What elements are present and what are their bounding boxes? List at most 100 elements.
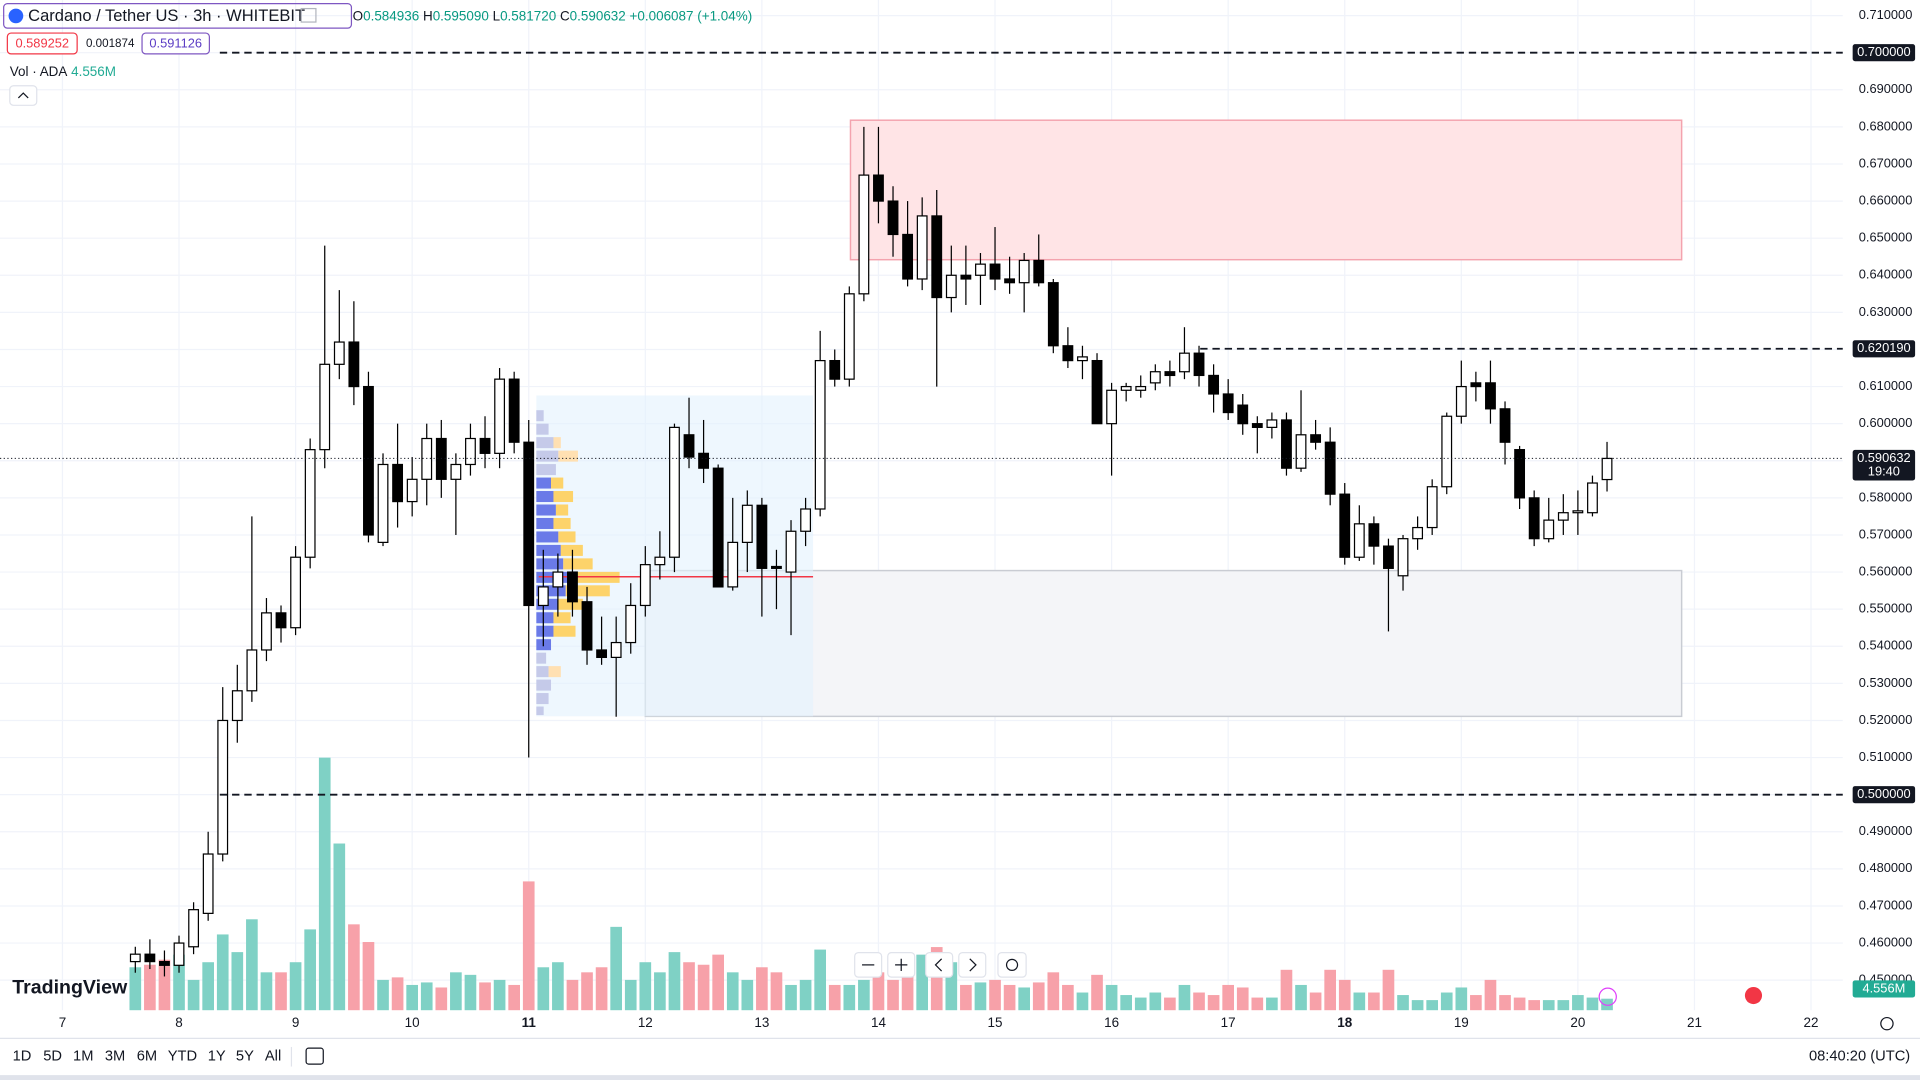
- collapse-button[interactable]: [9, 85, 38, 106]
- candle-body: [333, 341, 345, 365]
- collapse-icon: [17, 92, 29, 99]
- x-tick-label: 9: [292, 1015, 299, 1030]
- ohlc-legend: O0.584936 H0.595090 L0.581720 C0.590632 …: [353, 8, 753, 23]
- volume-bar: [799, 979, 812, 1011]
- range-button[interactable]: 6M: [137, 1049, 157, 1065]
- profile-bar: [536, 585, 566, 597]
- y-tick-label: 0.570000: [1859, 526, 1913, 541]
- volume-bar: [1338, 979, 1351, 1011]
- scroll-left[interactable]: [925, 952, 954, 978]
- y-tick-label: 0.710000: [1859, 7, 1913, 22]
- buy-price[interactable]: 0.591126: [149, 35, 202, 50]
- scroll-left-icon: [934, 958, 943, 972]
- volume-bar: [552, 962, 564, 1011]
- range-button[interactable]: 3M: [105, 1049, 125, 1065]
- eye-icon[interactable]: [300, 7, 317, 23]
- range-button[interactable]: YTD: [168, 1049, 197, 1065]
- y-tick-label: 0.600000: [1859, 415, 1913, 430]
- volume-bar: [1047, 972, 1060, 1011]
- buy-box[interactable]: [141, 32, 210, 55]
- profile-bar: [536, 450, 559, 462]
- volume-bar: [770, 972, 783, 1011]
- symbol-title[interactable]: Cardano / Tether US · 3h · WHITEBIT: [28, 6, 305, 25]
- volume-bar: [624, 979, 637, 1011]
- volume-bar: [1295, 984, 1307, 1011]
- range-button[interactable]: 5Y: [236, 1049, 254, 1065]
- volume-bar: [333, 843, 346, 1011]
- x-tick-label: 15: [988, 1015, 1003, 1030]
- volume-bar: [1324, 969, 1337, 1011]
- date-range-icon[interactable]: [305, 1047, 324, 1065]
- sell-box[interactable]: [6, 32, 78, 55]
- candle-body: [1441, 415, 1453, 488]
- candle-body: [144, 953, 156, 963]
- price-axis-bg: [1842, 0, 1920, 1011]
- volume-legend: Vol · ADA 4.556M: [10, 64, 116, 79]
- settings-icon[interactable]: [1880, 1016, 1894, 1031]
- x-tick-label: 7: [59, 1015, 66, 1030]
- candle-body: [1062, 345, 1074, 362]
- candle-body: [246, 649, 258, 692]
- volume-bar: [1484, 979, 1497, 1011]
- candle-body: [945, 274, 957, 299]
- volume-bar: [246, 919, 258, 1011]
- volume-bar: [1149, 992, 1162, 1011]
- profile-bar: [536, 652, 547, 664]
- range-button[interactable]: 1D: [13, 1049, 32, 1065]
- candle-body: [800, 508, 812, 532]
- candle-body: [231, 690, 243, 722]
- volume-bar: [493, 979, 506, 1011]
- range-button[interactable]: All: [265, 1049, 281, 1065]
- candle-body: [610, 641, 622, 659]
- candle-body: [537, 586, 549, 607]
- volume-bar: [1426, 1000, 1439, 1011]
- volume-bar: [1309, 992, 1322, 1011]
- symbol-icon: [8, 8, 24, 24]
- candle-body: [858, 174, 870, 295]
- sell-price[interactable]: 0.589252: [15, 35, 69, 50]
- volume-bar: [828, 984, 841, 1011]
- volume-bar: [464, 974, 477, 1011]
- profile-bar: [536, 693, 549, 705]
- reset[interactable]: [997, 952, 1027, 978]
- x-tick-label: 18: [1337, 1015, 1352, 1030]
- flag-icon[interactable]: [1744, 986, 1763, 1005]
- alert-icon[interactable]: [1598, 987, 1617, 1006]
- range-button[interactable]: 5D: [43, 1049, 62, 1065]
- volume-bar: [901, 962, 914, 1011]
- profile-bar: [553, 437, 561, 449]
- candle-body: [683, 434, 695, 458]
- volume-bar: [187, 979, 200, 1011]
- profile-bar: [536, 464, 556, 476]
- level-label: 0.500000: [1857, 786, 1911, 801]
- candle-body: [1601, 457, 1613, 481]
- profile-bar: [536, 558, 564, 570]
- scroll-right[interactable]: [958, 952, 987, 978]
- volume-bar: [1586, 997, 1599, 1011]
- x-tick-label: 14: [871, 1015, 886, 1030]
- candle-body: [1455, 385, 1467, 417]
- price-label: 0.590632: [1857, 450, 1911, 465]
- volume-bar: [1076, 992, 1089, 1011]
- volume-bar: [1280, 969, 1293, 1011]
- range-button[interactable]: 1Y: [208, 1049, 226, 1065]
- candle-body: [829, 359, 841, 380]
- y-tick-label: 0.490000: [1859, 823, 1913, 838]
- volume-bar: [814, 949, 826, 1011]
- profile-bar: [536, 437, 554, 449]
- profile-bar: [555, 504, 569, 516]
- symbol-box[interactable]: [3, 3, 353, 29]
- volume-bar: [1499, 995, 1511, 1011]
- y-tick-label: 0.480000: [1859, 860, 1913, 875]
- volume-bar: [420, 982, 433, 1011]
- candle-body: [1004, 278, 1016, 284]
- candle-body: [173, 942, 185, 966]
- x-tick-label: 11: [522, 1015, 537, 1030]
- candle-body: [1310, 434, 1322, 443]
- volume-bar: [930, 947, 943, 1011]
- volume-bar: [974, 982, 987, 1011]
- profile-bar: [553, 612, 571, 624]
- range-button[interactable]: 1M: [73, 1049, 93, 1065]
- volume-bar: [1528, 1000, 1541, 1011]
- candle-body: [1383, 545, 1394, 569]
